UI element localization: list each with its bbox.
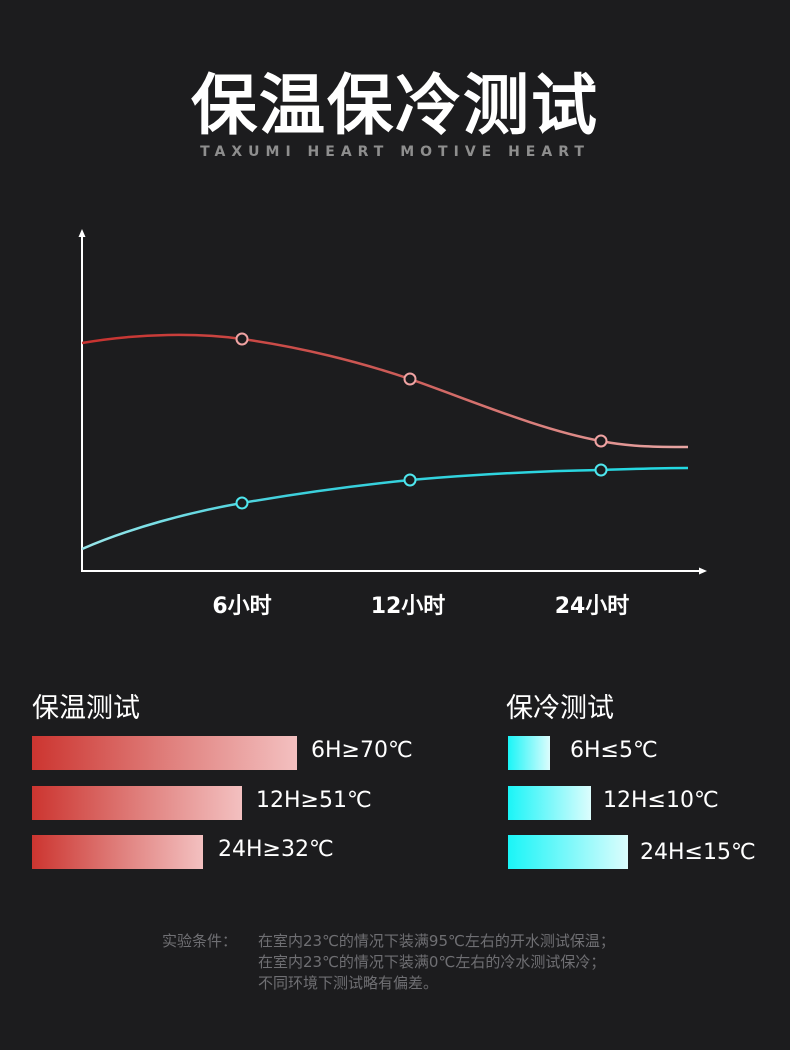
page-title: 保温保冷测试 xyxy=(191,67,599,144)
warm-point-6h xyxy=(235,332,249,346)
warm-section-title: 保温测试 xyxy=(32,693,140,724)
x-tick-label-24h: 24小时 xyxy=(554,594,630,619)
x-tick-label-6h: 6小时 xyxy=(212,594,272,619)
cold-label-6h: 6H≤5℃ xyxy=(570,738,658,763)
note-line-2: 在室内23℃的情况下装满0℃左右的冷水测试保冷； xyxy=(258,953,606,971)
note-line-1: 在室内23℃的情况下装满95℃左右的开水测试保温； xyxy=(258,932,615,950)
cold-bar-12h xyxy=(508,786,591,820)
note-heading: 实验条件： xyxy=(162,932,238,950)
warm-point-12h xyxy=(403,372,417,386)
warm-series-line xyxy=(81,333,689,449)
cold-section-title: 保冷测试 xyxy=(506,693,614,724)
x-axis-arrow xyxy=(699,567,707,575)
note-line-3: 不同环境下测试略有偏差。 xyxy=(258,974,439,992)
cold-label-12h: 12H≤10℃ xyxy=(603,788,719,813)
cold-point-12h xyxy=(403,473,417,487)
cold-bar-6h xyxy=(508,736,550,770)
warm-bar-12h xyxy=(32,786,242,820)
x-tick-label-12h: 12小时 xyxy=(370,594,446,619)
cold-series-line xyxy=(81,466,689,551)
warm-point-24h xyxy=(594,434,608,448)
warm-label-6h: 6H≥70℃ xyxy=(311,738,413,763)
cold-point-24h xyxy=(594,463,608,477)
warm-label-12h: 12H≥51℃ xyxy=(256,788,372,813)
cold-bar-24h xyxy=(508,835,628,869)
temperature-chart xyxy=(78,229,707,575)
y-axis-arrow xyxy=(78,229,86,237)
cold-point-6h xyxy=(235,496,249,510)
cold-label-24h: 24H≤15℃ xyxy=(640,840,756,865)
page-subtitle: TAXUMI HEART MOTIVE HEART xyxy=(200,144,590,160)
warm-bar-24h xyxy=(32,835,203,869)
warm-label-24h: 24H≥32℃ xyxy=(218,837,334,862)
warm-bar-6h xyxy=(32,736,297,770)
